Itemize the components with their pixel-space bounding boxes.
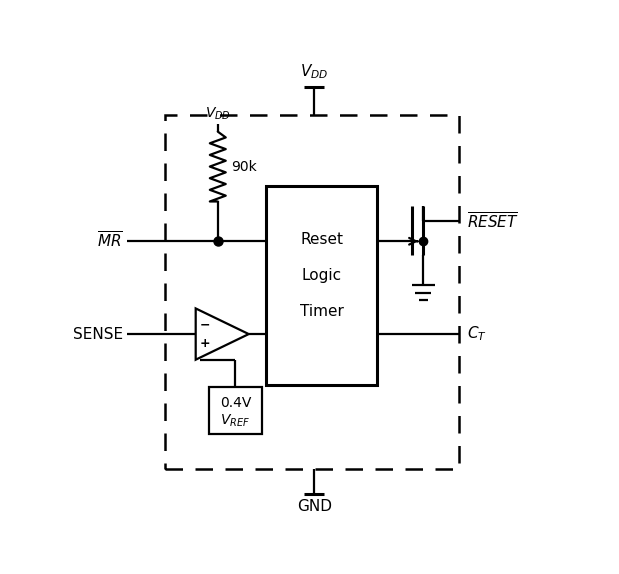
Text: $\overline{MR}$: $\overline{MR}$ xyxy=(97,231,123,251)
Text: 0.4V: 0.4V xyxy=(220,397,251,410)
Text: +: + xyxy=(199,338,210,350)
Text: 90k: 90k xyxy=(231,160,257,173)
Text: $V_{DD}$: $V_{DD}$ xyxy=(205,106,231,122)
Text: $V_{REF}$: $V_{REF}$ xyxy=(220,412,251,429)
Text: Timer: Timer xyxy=(300,304,344,319)
Text: Logic: Logic xyxy=(301,268,342,283)
Text: $V_{DD}$: $V_{DD}$ xyxy=(300,63,328,82)
Text: Reset: Reset xyxy=(300,232,343,247)
Text: SENSE: SENSE xyxy=(72,327,123,342)
Text: $\overline{RESET}$: $\overline{RESET}$ xyxy=(467,211,519,231)
Text: GND: GND xyxy=(297,499,332,514)
Text: −: − xyxy=(199,319,210,332)
Text: $C_T$: $C_T$ xyxy=(467,325,487,343)
